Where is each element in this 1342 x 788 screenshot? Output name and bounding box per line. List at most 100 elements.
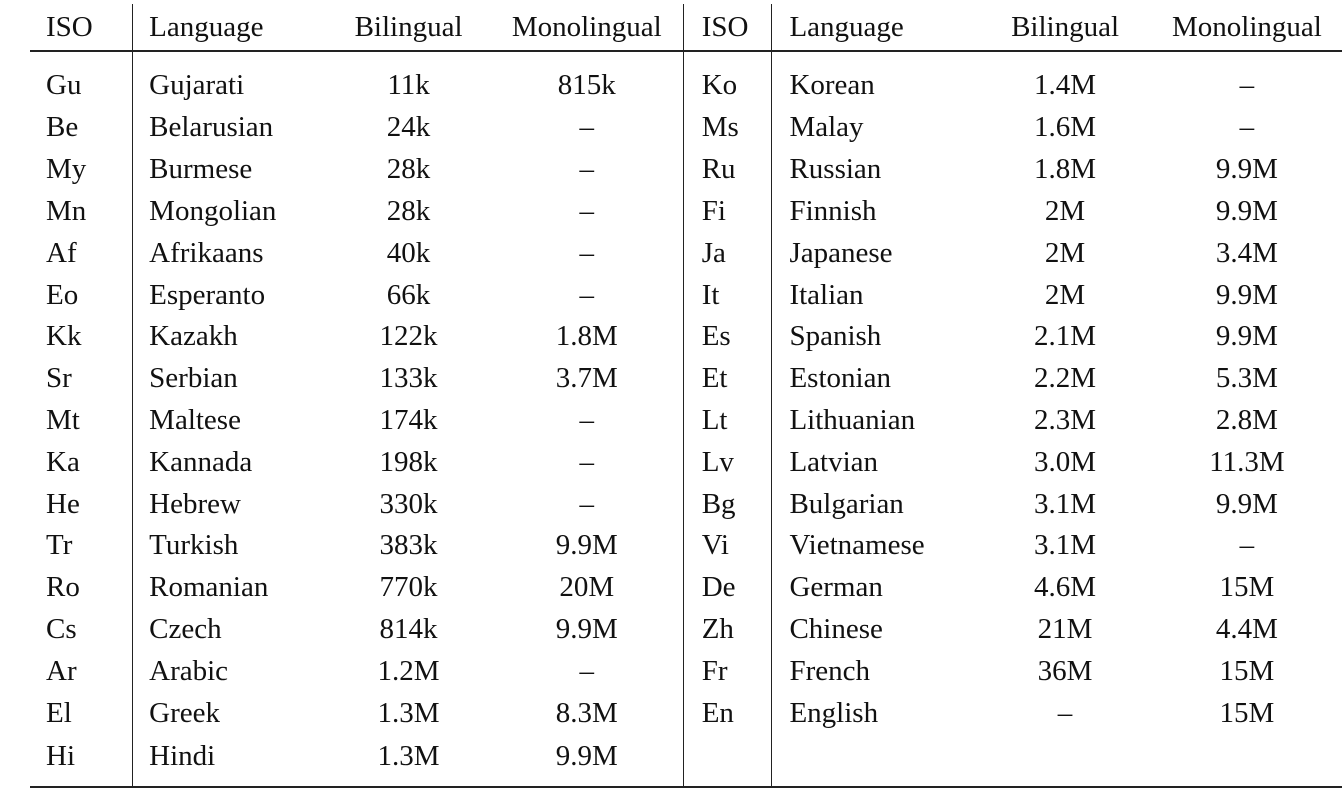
- right-monolingual-cell: [1151, 733, 1342, 788]
- left-language-cell: Belarusian: [132, 107, 327, 149]
- header-row: ISO Language Bilingual Monolingual ISO L…: [30, 4, 1342, 52]
- left-bilingual-cell: 770k: [379, 571, 438, 604]
- right-bilingual-cell: 1.6M: [1034, 111, 1097, 144]
- left-bilingual-cell: 1.3M: [326, 733, 491, 788]
- left-bilingual-cell: 28k: [386, 153, 431, 186]
- right-iso-cell: Ja: [701, 236, 726, 269]
- left-language-cell: Burmese: [132, 148, 327, 191]
- left-bilingual-cell: 133k: [379, 362, 438, 395]
- left-bilingual-cell: 11k: [387, 69, 430, 101]
- right-language-cell: Italian: [771, 274, 979, 316]
- right-bilingual-cell: 36M: [1037, 654, 1093, 687]
- left-bilingual-cell: 122k: [379, 320, 438, 353]
- table-row: Ka Kannada 198k – Lv Latvian 3.0M 11.3M: [30, 441, 1342, 484]
- header-language-left: Language: [132, 4, 327, 52]
- right-language-cell: Estonian: [771, 357, 979, 400]
- left-iso-cell: Ka: [46, 445, 80, 478]
- left-monolingual-cell: 9.9M: [490, 733, 684, 788]
- left-monolingual-cell: –: [490, 107, 684, 149]
- right-bilingual-cell: –: [1057, 696, 1073, 729]
- right-monolingual-cell: 15M: [1219, 654, 1275, 687]
- table-row: Kk Kazakh 122k 1.8M Es Spanish 2.1M 9.9M: [30, 315, 1342, 358]
- right-bilingual-cell: [978, 733, 1152, 788]
- left-iso-cell: Ar: [46, 654, 77, 687]
- header-iso-left: ISO: [30, 4, 133, 52]
- left-iso-cell: Sr: [46, 362, 72, 395]
- left-bilingual-cell: 330k: [379, 487, 438, 520]
- left-bilingual-cell: 24k: [386, 111, 431, 144]
- right-monolingual-cell: 15M: [1219, 696, 1275, 729]
- table-row: Sr Serbian 133k 3.7M Et Estonian 2.2M 5.3M: [30, 357, 1342, 400]
- left-bilingual-cell: 814k: [379, 612, 438, 645]
- left-language-cell: Hebrew: [132, 483, 327, 525]
- table-row: Ar Arabic 1.2M – Fr French 36M 15M: [30, 650, 1342, 693]
- table-header: ISO Language Bilingual Monolingual ISO L…: [30, 4, 1342, 52]
- table-row: Tr Turkish 383k 9.9M Vi Vietnamese 3.1M –: [30, 524, 1342, 567]
- right-language-cell: Spanish: [771, 315, 979, 358]
- left-iso-cell: Mn: [46, 194, 87, 227]
- left-iso-cell: My: [46, 153, 87, 186]
- table-row: Hi Hindi 1.3M 9.9M: [30, 733, 1342, 788]
- left-iso-cell: He: [46, 487, 80, 520]
- left-language-cell: Mongolian: [132, 190, 327, 233]
- right-iso-cell: It: [701, 278, 720, 311]
- left-bilingual-cell: 40k: [386, 236, 431, 269]
- left-iso-cell: Hi: [30, 733, 133, 788]
- left-monolingual-cell: –: [490, 232, 684, 275]
- right-bilingual-cell: 1.4M: [1034, 69, 1097, 101]
- left-bilingual-cell: 66k: [386, 278, 431, 311]
- left-language-cell: Serbian: [132, 357, 327, 400]
- table-row: Af Afrikaans 40k – Ja Japanese 2M 3.4M: [30, 232, 1342, 275]
- right-monolingual-cell: –: [1239, 69, 1255, 101]
- left-iso-cell: Cs: [46, 612, 77, 645]
- right-bilingual-cell: 2M: [1044, 278, 1086, 311]
- right-iso-cell: Et: [701, 362, 728, 395]
- table-row: Gu Gujarati 11k 815k Ko Korean 1.4M –: [30, 51, 1342, 107]
- table-row: Be Belarusian 24k – Ms Malay 1.6M –: [30, 107, 1342, 149]
- left-language-cell: Arabic: [132, 650, 327, 693]
- left-language-cell: Romanian: [132, 566, 327, 609]
- left-iso-cell: Tr: [46, 529, 73, 562]
- right-language-cell: French: [771, 650, 979, 693]
- right-language-cell: Russian: [771, 148, 979, 191]
- right-bilingual-cell: 1.8M: [1034, 153, 1097, 186]
- right-bilingual-cell: 21M: [1037, 612, 1093, 645]
- right-language-cell: [771, 733, 979, 788]
- right-iso-cell: Ru: [701, 153, 736, 186]
- header-bilingual-left: Bilingual: [326, 4, 491, 52]
- right-iso-cell: De: [701, 571, 736, 604]
- right-monolingual-cell: 9.9M: [1215, 194, 1278, 227]
- right-language-cell: Finnish: [771, 190, 979, 233]
- right-bilingual-cell: 3.1M: [1034, 529, 1097, 562]
- right-iso-cell: Fr: [701, 654, 728, 687]
- table-row: Eo Esperanto 66k – It Italian 2M 9.9M: [30, 274, 1342, 316]
- left-bilingual-cell: 1.2M: [377, 654, 440, 687]
- left-monolingual-cell: –: [490, 441, 684, 484]
- right-iso-cell: Zh: [701, 612, 734, 645]
- table-row: Cs Czech 814k 9.9M Zh Chinese 21M 4.4M: [30, 608, 1342, 651]
- header-language-right: Language: [771, 4, 979, 52]
- left-monolingual-cell: 20M: [490, 566, 684, 609]
- table-row: My Burmese 28k – Ru Russian 1.8M 9.9M: [30, 148, 1342, 191]
- left-language-cell: Kazakh: [132, 315, 327, 358]
- left-iso-cell: Be: [46, 111, 79, 144]
- table-row: El Greek 1.3M 8.3M En English – 15M: [30, 692, 1342, 734]
- left-monolingual-cell: 8.3M: [490, 692, 684, 734]
- left-monolingual-cell: 815k: [490, 51, 684, 107]
- right-monolingual-cell: 4.4M: [1215, 612, 1278, 645]
- right-monolingual-cell: 9.9M: [1215, 278, 1278, 311]
- right-language-cell: Latvian: [771, 441, 979, 484]
- right-bilingual-cell: 4.6M: [1034, 571, 1097, 604]
- right-bilingual-cell: 2M: [1044, 236, 1086, 269]
- right-bilingual-cell: 2.3M: [1034, 403, 1097, 436]
- table-row: Mt Maltese 174k – Lt Lithuanian 2.3M 2.8M: [30, 399, 1342, 442]
- right-iso-cell: Lt: [701, 403, 728, 436]
- left-monolingual-cell: 9.9M: [490, 524, 684, 567]
- left-iso-cell: Ro: [46, 571, 80, 604]
- left-iso-cell: Mt: [46, 403, 80, 436]
- language-data-table: ISO Language Bilingual Monolingual ISO L…: [30, 4, 1342, 788]
- left-bilingual-cell: 198k: [379, 445, 438, 478]
- right-language-cell: Japanese: [771, 232, 979, 275]
- right-bilingual-cell: 2M: [1044, 194, 1086, 227]
